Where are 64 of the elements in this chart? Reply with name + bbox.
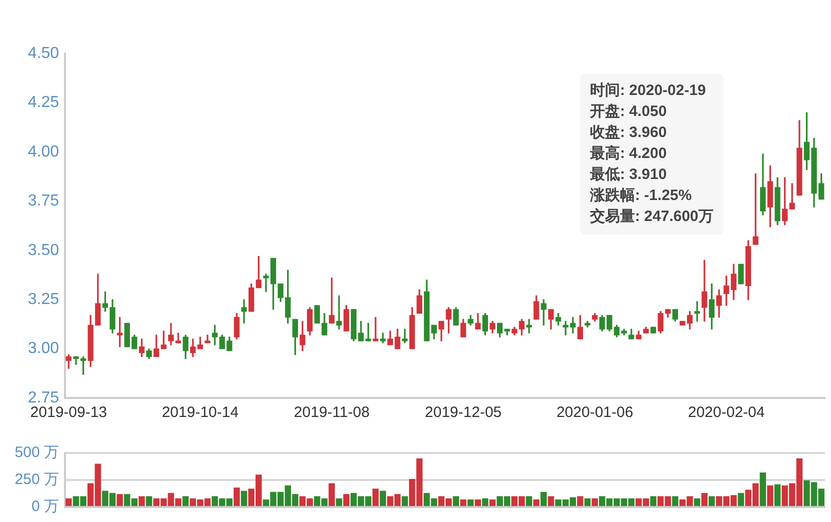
y-tick-label: 2.75 [28,389,60,406]
bar [372,488,379,506]
candlestick [372,316,378,342]
bar [540,492,547,506]
candlestick [241,299,247,324]
bar [701,492,708,506]
bar [380,490,386,506]
annotation: 时间: 2020-02-19 [590,82,706,100]
candlestick [526,318,532,334]
y-tick-label: 3.50 [28,242,60,259]
bar [533,499,540,506]
candlestick [752,173,758,245]
bar [592,498,598,506]
bar [343,494,350,506]
bar [526,496,532,506]
annotation: 最高: 4.200 [589,144,667,162]
annotation: 开盘: 4.050 [589,103,667,120]
y-tick-label: 0 万 [31,498,59,516]
y-tick-label: 500 万 [14,444,59,462]
bar [774,484,781,506]
x-tick-label: 2019-09-13 [30,404,108,422]
bar [489,499,496,506]
x-tick-label: 2019-11-08 [294,404,370,422]
y-tick-label: 3.75 [28,192,60,210]
bar [577,496,584,506]
candlestick [336,295,342,330]
bar [460,499,466,506]
bar [402,496,408,506]
bar [452,496,460,506]
x-tick-label: 2019-10-14 [162,404,239,422]
y-tick-label: 250 万 [14,471,59,488]
bar [738,492,744,506]
bar [116,494,123,506]
bar [336,498,342,506]
bar [138,496,145,506]
bar [694,498,700,506]
y-tick-label: 3.00 [28,340,60,358]
x-tick-label: 2020-02-04 [688,404,765,422]
y-tick-label: 4.00 [28,143,60,160]
bar [760,472,766,506]
bar [482,498,488,506]
x-tick-label: 2020-01-06 [556,404,634,422]
bar [240,490,248,506]
annotation: 交易量: 247.600万 [589,207,714,226]
annotation: 收盘: 3.960 [590,124,667,142]
x-tick-label: 2019-12-05 [424,404,502,422]
y-tick-label: 4.25 [28,94,60,112]
bar [328,483,335,506]
bar [234,488,240,506]
y-tick-label: 3.25 [28,291,60,308]
bar [767,485,774,506]
annotation: 涨跌幅: -1.25% [589,187,692,204]
bar [467,499,474,506]
annotation: 最低: 3.910 [589,166,667,184]
bar [584,498,591,506]
bar [182,496,189,506]
y-tick-label: 4.50 [28,45,60,62]
bar [146,496,152,506]
bar [708,496,715,506]
bar [474,499,482,506]
bar [66,498,72,506]
bar [672,496,678,506]
bar [548,496,554,506]
bar [650,496,656,506]
